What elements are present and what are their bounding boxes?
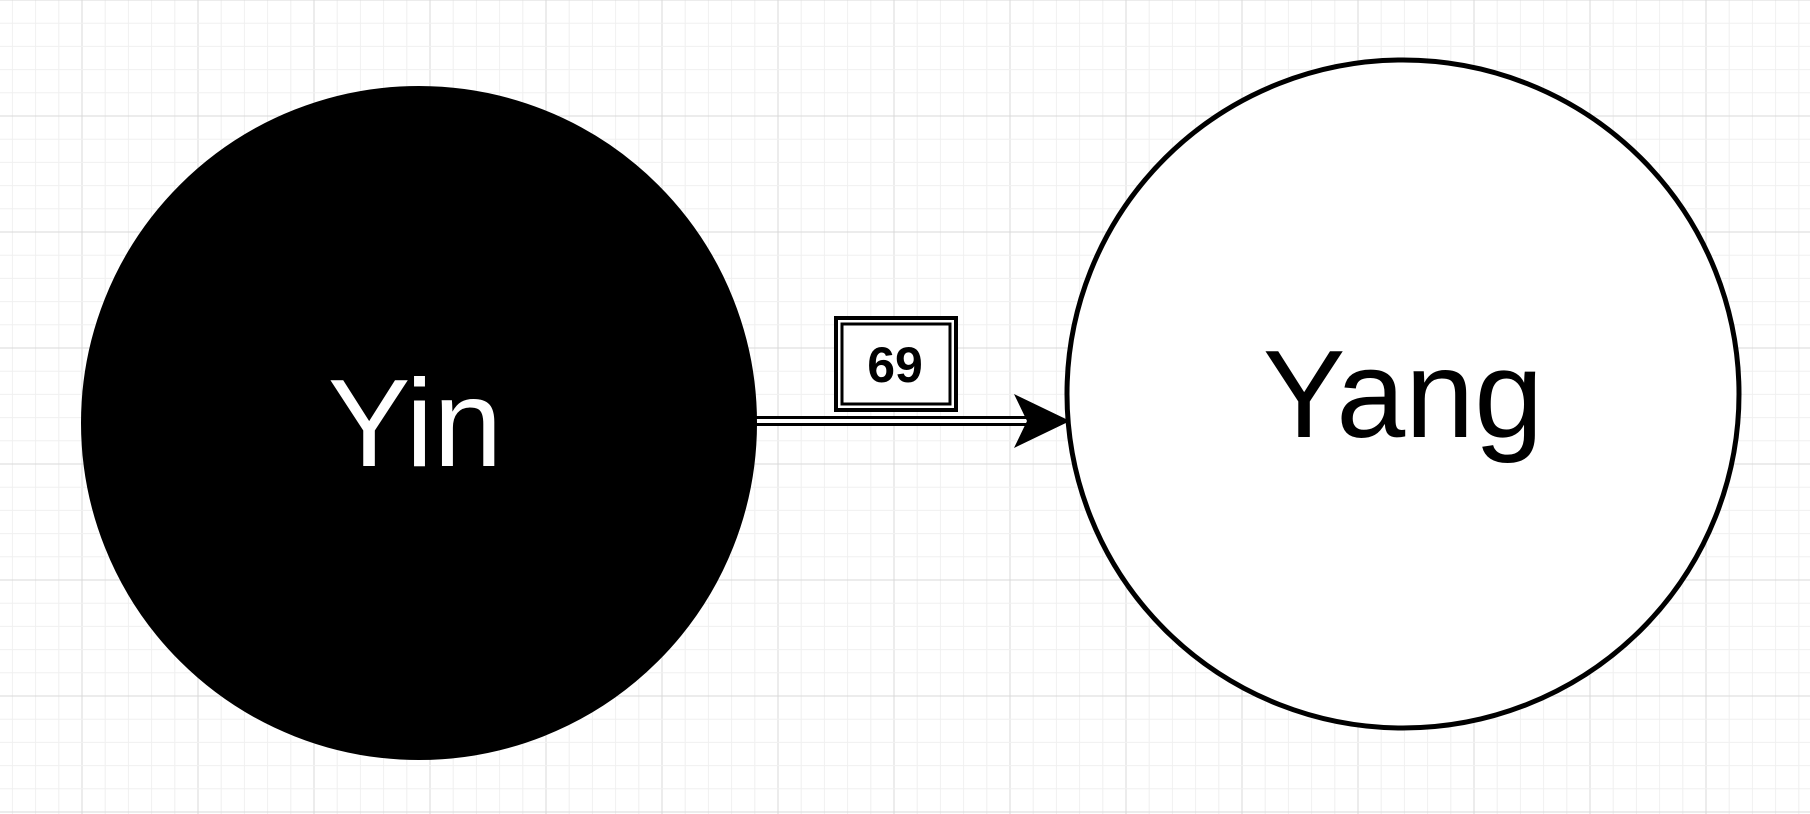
edge-yin-to-yang[interactable] <box>754 394 1070 448</box>
edge-label-box[interactable]: 69 <box>834 316 958 412</box>
yin-circle[interactable] <box>81 86 757 760</box>
yang-circle[interactable] <box>1064 57 1742 731</box>
node-yang[interactable]: Yang <box>1064 57 1742 731</box>
edge-label: 69 <box>867 337 923 393</box>
yang-label: Yang <box>1263 326 1543 464</box>
arrowhead-icon <box>1014 394 1070 448</box>
node-yin[interactable]: Yin <box>81 86 757 760</box>
yin-label: Yin <box>328 355 503 493</box>
edge-label-frame-inner <box>840 322 952 406</box>
